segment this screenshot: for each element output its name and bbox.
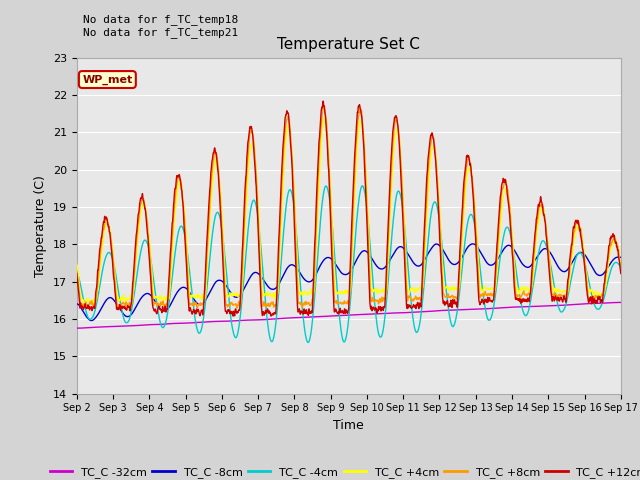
Text: No data for f_TC_temp18
No data for f_TC_temp21: No data for f_TC_temp18 No data for f_TC…	[83, 14, 239, 38]
Legend: TC_C -32cm, TC_C -8cm, TC_C -4cm, TC_C +4cm, TC_C +8cm, TC_C +12cm: TC_C -32cm, TC_C -8cm, TC_C -4cm, TC_C +…	[45, 462, 640, 480]
Y-axis label: Temperature (C): Temperature (C)	[35, 175, 47, 276]
Text: WP_met: WP_met	[82, 74, 132, 84]
X-axis label: Time: Time	[333, 419, 364, 432]
Title: Temperature Set C: Temperature Set C	[277, 37, 420, 52]
